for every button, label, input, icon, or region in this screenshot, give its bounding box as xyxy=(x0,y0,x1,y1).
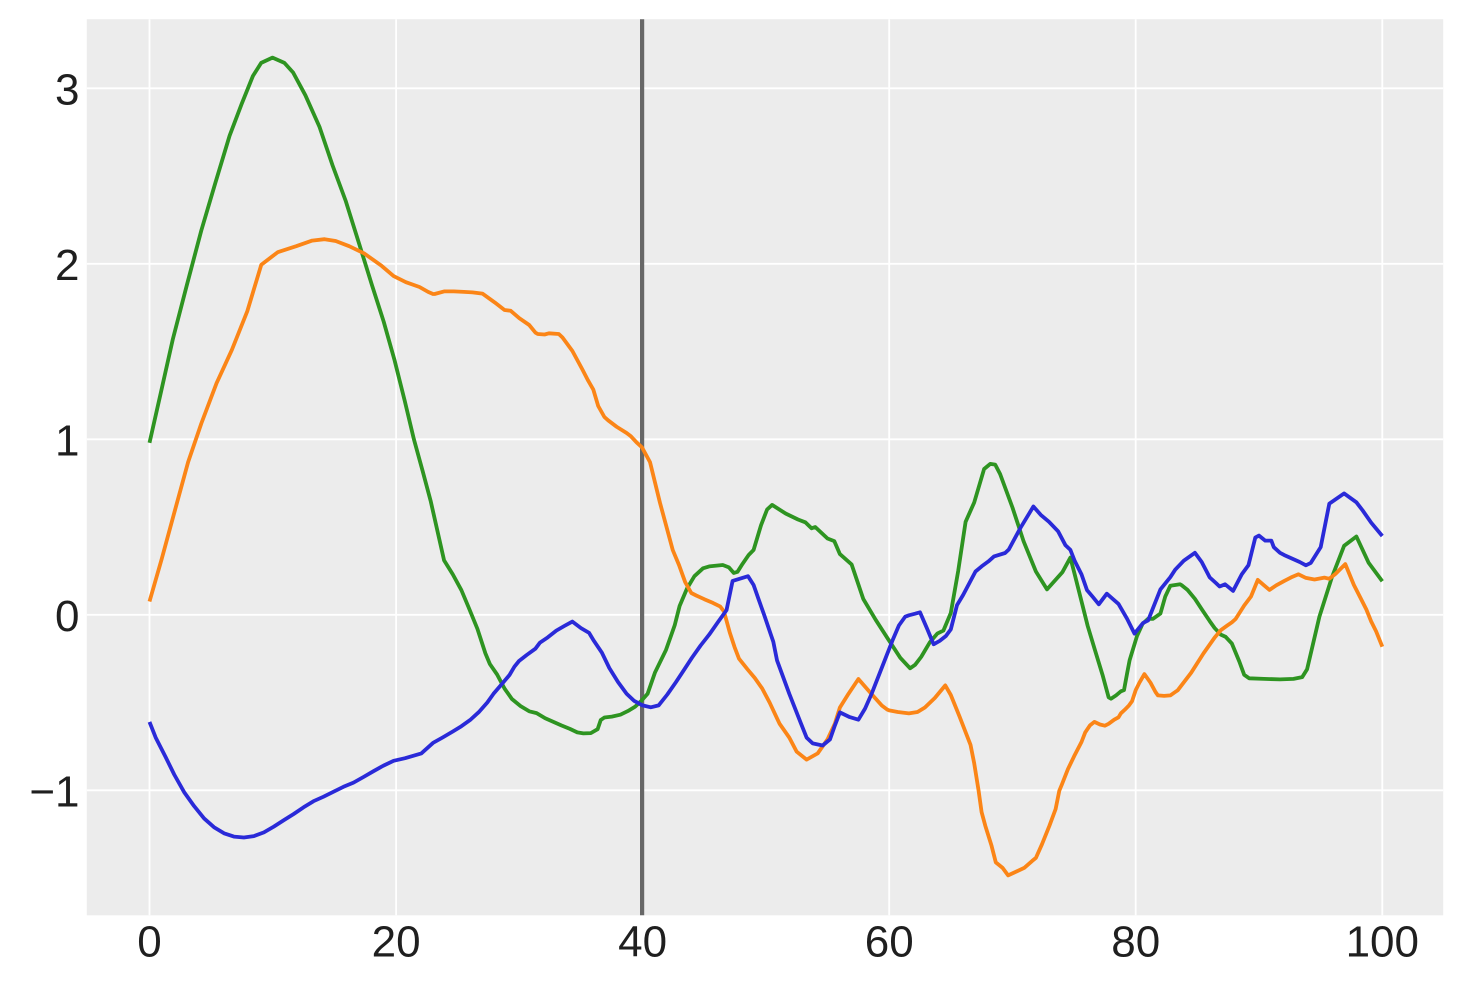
svg-text:20: 20 xyxy=(372,917,421,966)
svg-text:80: 80 xyxy=(1111,917,1160,966)
svg-text:1: 1 xyxy=(55,417,79,466)
svg-text:0: 0 xyxy=(55,592,79,641)
svg-text:3: 3 xyxy=(55,66,79,115)
svg-text:100: 100 xyxy=(1346,917,1419,966)
svg-text:2: 2 xyxy=(55,241,79,290)
svg-text:−1: −1 xyxy=(29,768,79,817)
svg-text:60: 60 xyxy=(865,917,914,966)
svg-text:40: 40 xyxy=(618,917,667,966)
svg-text:0: 0 xyxy=(137,917,161,966)
